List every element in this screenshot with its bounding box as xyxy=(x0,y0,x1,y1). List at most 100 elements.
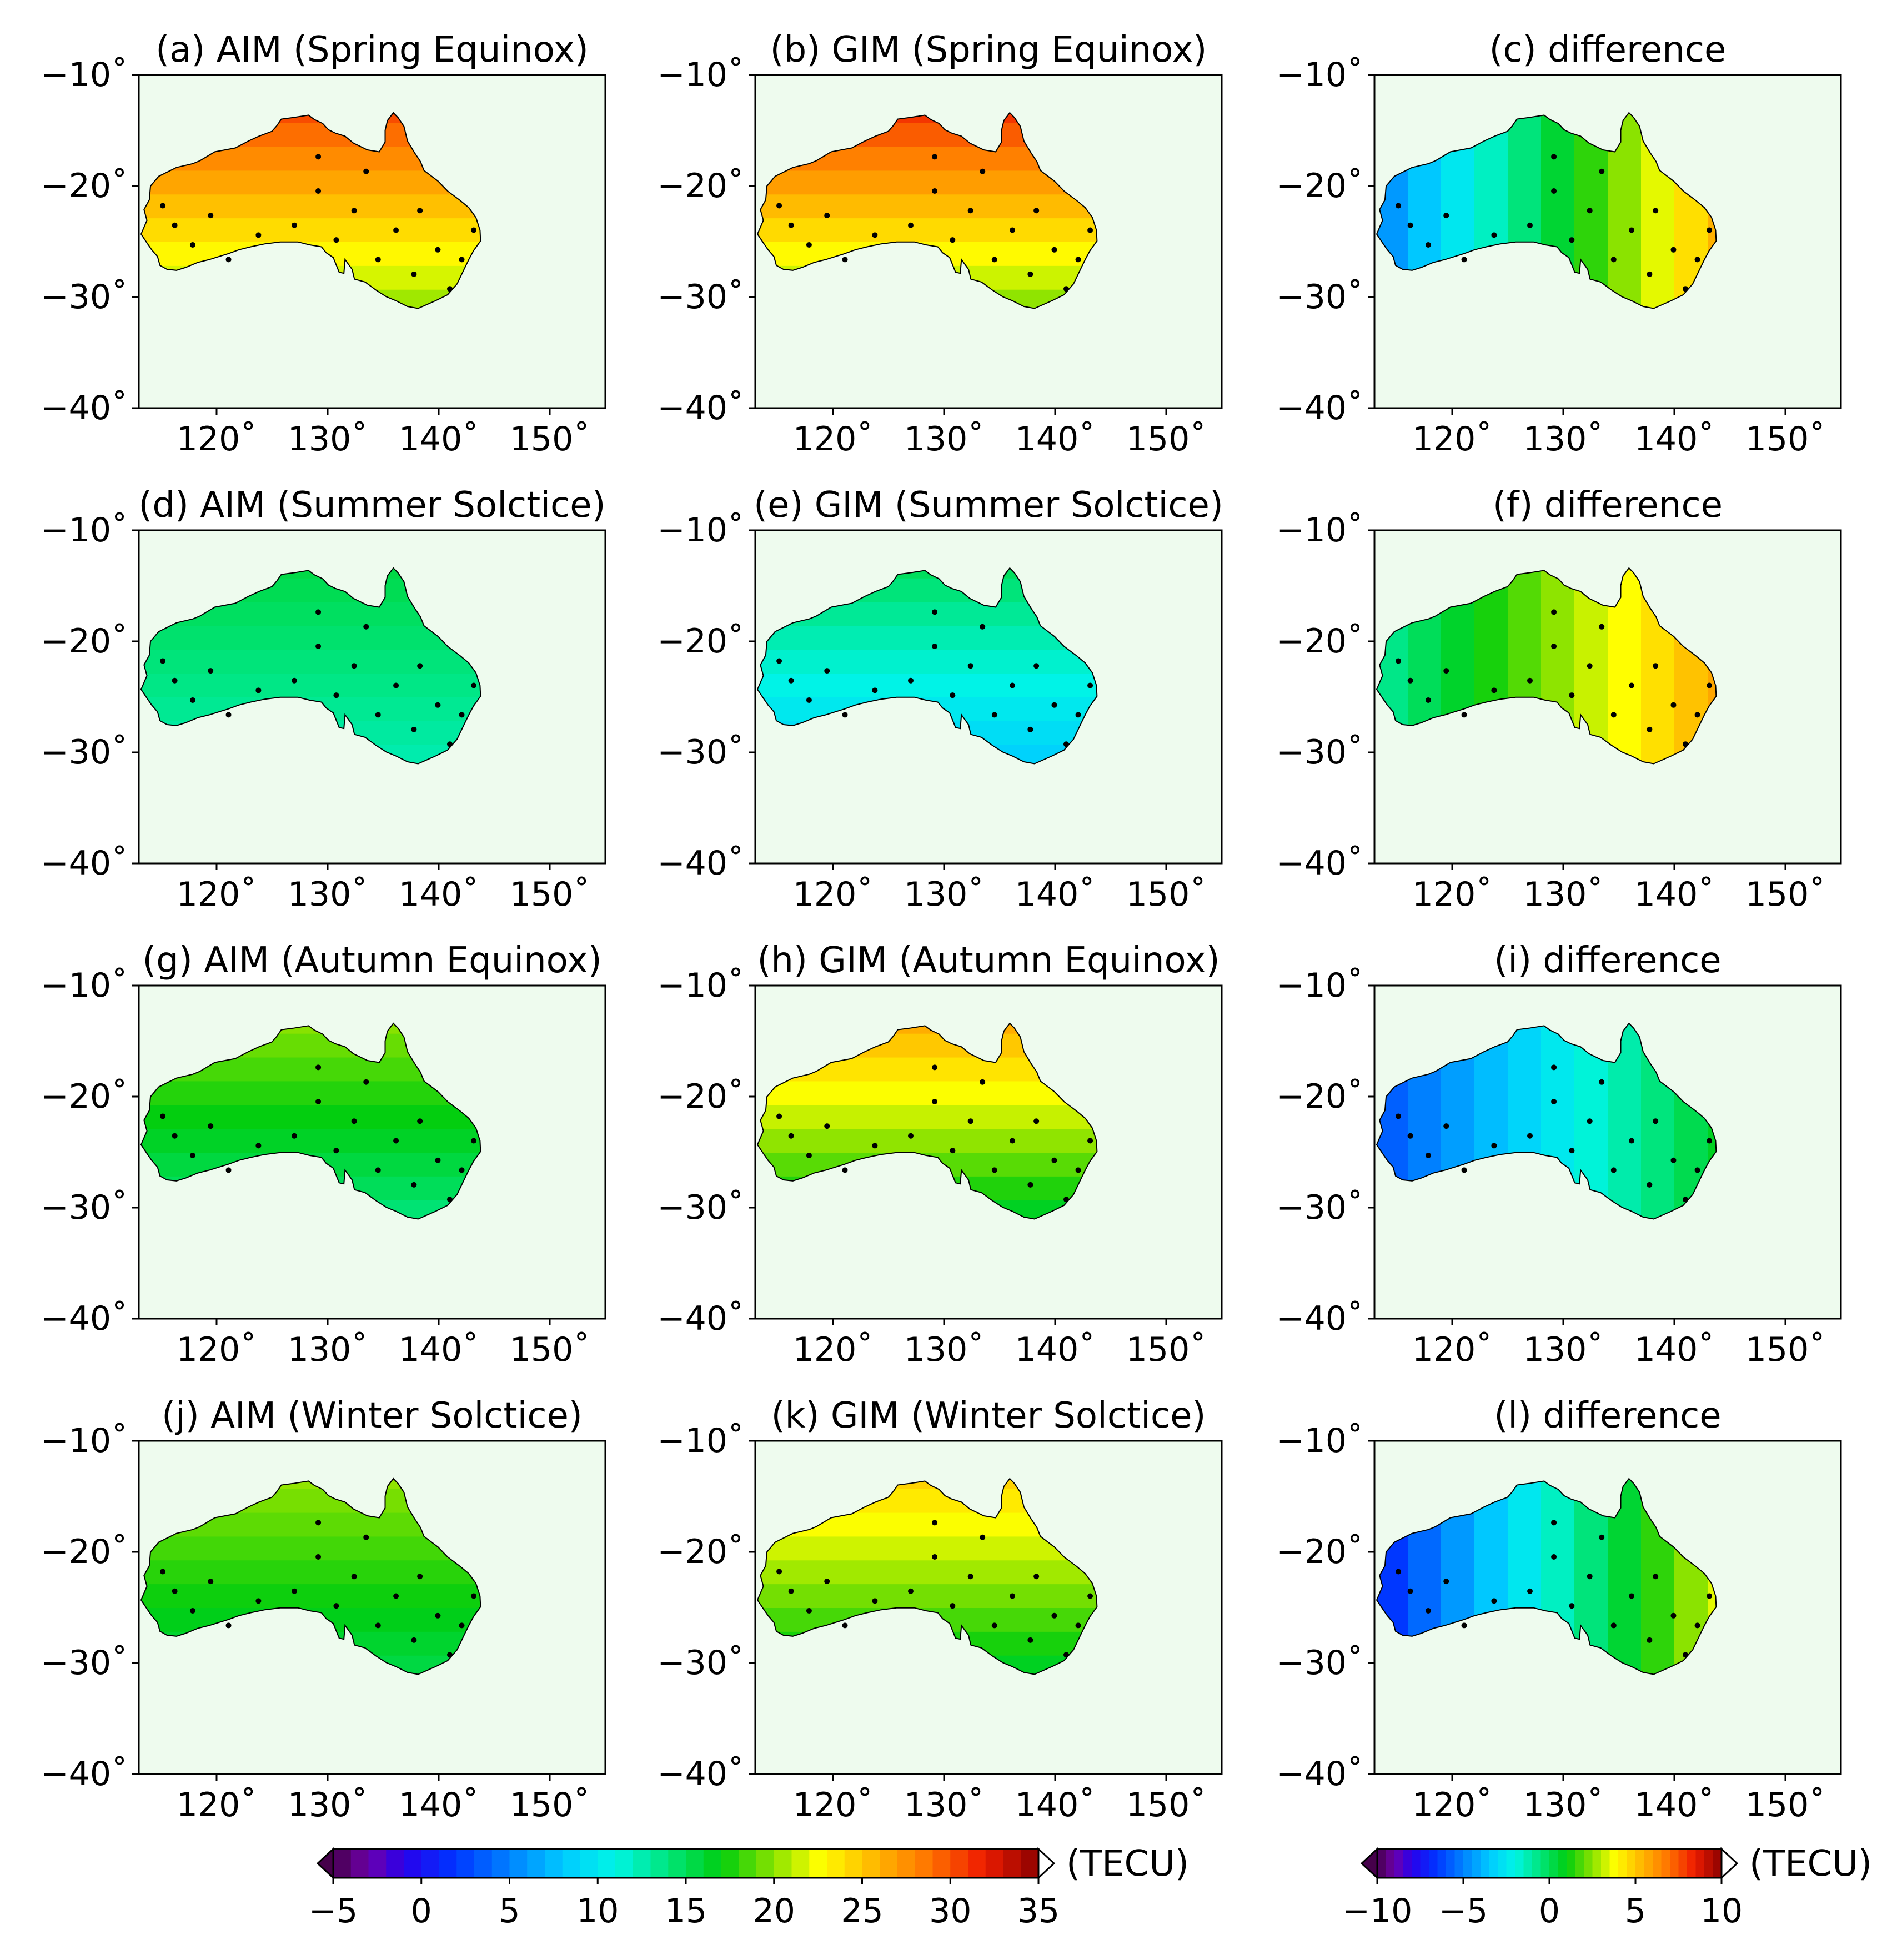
station-dot xyxy=(333,1603,339,1609)
station-dot xyxy=(1694,257,1700,263)
station-dot xyxy=(1599,168,1605,174)
coastline xyxy=(1376,1022,1717,1220)
colorbar-swatch xyxy=(598,1849,616,1878)
station-dot xyxy=(1569,692,1575,698)
lat-tick-label: −20˚ xyxy=(657,622,744,661)
colorbar-swatch xyxy=(1644,1849,1653,1878)
lat-tick-label: −20˚ xyxy=(657,167,744,205)
station-dot xyxy=(447,1652,453,1658)
lat-tick-label: −20˚ xyxy=(657,1532,744,1571)
lat-tick-label: −40˚ xyxy=(657,1755,744,1793)
station-dot xyxy=(1425,1607,1431,1614)
lat-tick-label: −40˚ xyxy=(657,1299,744,1338)
colorbar-swatch xyxy=(1704,1849,1714,1878)
lat-tick-label: −40˚ xyxy=(657,389,744,428)
station-dot xyxy=(1551,1554,1557,1560)
colorbar-swatch xyxy=(1403,1849,1412,1878)
contour-band xyxy=(757,1560,1097,1585)
contour-band xyxy=(141,1536,481,1561)
station-dot xyxy=(1407,1588,1413,1594)
station-dot xyxy=(333,1148,339,1154)
station-dot xyxy=(932,1520,938,1526)
station-dot xyxy=(932,188,938,194)
station-dot xyxy=(1670,1612,1677,1619)
station-dot xyxy=(1033,663,1040,669)
lon-tick-label: 130˚ xyxy=(1523,420,1604,459)
station-dot xyxy=(824,1123,830,1129)
station-dot xyxy=(872,1598,878,1604)
station-dot xyxy=(315,188,322,194)
station-dot xyxy=(208,213,214,219)
station-dot xyxy=(788,222,794,228)
colorbar-swatch xyxy=(1386,1849,1395,1878)
station-dot xyxy=(292,1133,297,1139)
station-dot xyxy=(1683,1197,1688,1203)
lat-tick-label: −20˚ xyxy=(41,622,128,661)
station-dot xyxy=(417,663,423,669)
station-dot xyxy=(1443,1579,1449,1585)
station-dot xyxy=(417,208,423,214)
colorbar-swatch xyxy=(1601,1849,1610,1878)
colorbar-tick-label: 0 xyxy=(411,1892,432,1931)
station-dot xyxy=(950,1603,956,1609)
contour-band xyxy=(141,1560,481,1585)
station-dot xyxy=(1647,271,1653,277)
station-dot xyxy=(351,1118,357,1124)
station-dot xyxy=(351,1574,357,1580)
station-dot xyxy=(842,1622,848,1629)
lat-tick-label: −40˚ xyxy=(41,389,128,428)
station-dot xyxy=(1551,609,1557,615)
lat-tick-label: −30˚ xyxy=(41,733,128,772)
lon-tick-label: 130˚ xyxy=(904,1330,985,1369)
station-dot xyxy=(932,154,938,160)
lon-tick-label: 150˚ xyxy=(510,420,590,459)
station-dot xyxy=(225,712,232,718)
station-dot xyxy=(315,609,322,615)
colorbar-swatch xyxy=(809,1849,827,1878)
coastline xyxy=(140,1022,481,1220)
lon-tick-label: 150˚ xyxy=(510,1330,590,1369)
colorbar-swatch xyxy=(1489,1849,1498,1878)
station-dot xyxy=(1075,1622,1081,1629)
contour-band xyxy=(757,170,1097,195)
colorbar-swatch xyxy=(1558,1849,1567,1878)
colorbar-tick-label: −5 xyxy=(309,1892,358,1931)
station-dot xyxy=(1551,1520,1557,1526)
lat-tick-label: −10˚ xyxy=(41,1421,128,1460)
station-dot xyxy=(471,1593,477,1599)
colorbar-tick-label: 0 xyxy=(1539,1892,1560,1931)
colorbar-swatch xyxy=(1592,1849,1602,1878)
colorbar-tick-label: 20 xyxy=(753,1892,795,1931)
colorbar-swatch xyxy=(1420,1849,1429,1878)
colorbar-unit: (TECU) xyxy=(1066,1843,1189,1884)
station-dot xyxy=(842,712,848,718)
colorbar-tick-label: −10 xyxy=(1342,1892,1413,1931)
station-dot xyxy=(824,668,830,674)
panel-k: (k) GIM (Winter Solctice) −10˚ −20˚ −30˚ −40… xyxy=(657,1395,1223,1825)
lon-tick-label: 120˚ xyxy=(1412,875,1493,914)
station-dot xyxy=(1051,702,1057,708)
station-dot xyxy=(363,1079,369,1085)
lon-tick-label: 140˚ xyxy=(399,420,479,459)
station-dot xyxy=(806,1607,812,1614)
station-dot xyxy=(315,1554,322,1560)
station-dot xyxy=(172,222,178,228)
station-dot xyxy=(189,1607,195,1614)
colorbar-swatch xyxy=(739,1849,757,1878)
contour-band xyxy=(757,194,1097,219)
panel-j: (j) AIM (Winter Solctice) −10˚ −20˚ −30˚ −40… xyxy=(41,1395,606,1825)
station-dot xyxy=(1569,1603,1575,1609)
colorbar-swatch xyxy=(1532,1849,1542,1878)
panel-b: (b) GIM (Spring Equinox) −10˚ −20˚ −30˚ −40˚… xyxy=(657,29,1223,459)
colorbar-swatch xyxy=(421,1849,440,1878)
lat-tick-label: −30˚ xyxy=(41,1188,128,1227)
contour-band xyxy=(141,649,481,674)
colorbar-swatch xyxy=(1481,1849,1490,1878)
station-dot xyxy=(824,1579,830,1585)
station-dot xyxy=(824,213,830,219)
station-dot xyxy=(932,1099,938,1105)
colorbar-tick-label: 15 xyxy=(665,1892,707,1931)
station-dot xyxy=(1647,1182,1653,1188)
station-dot xyxy=(788,1588,794,1594)
station-dot xyxy=(1683,1652,1688,1658)
